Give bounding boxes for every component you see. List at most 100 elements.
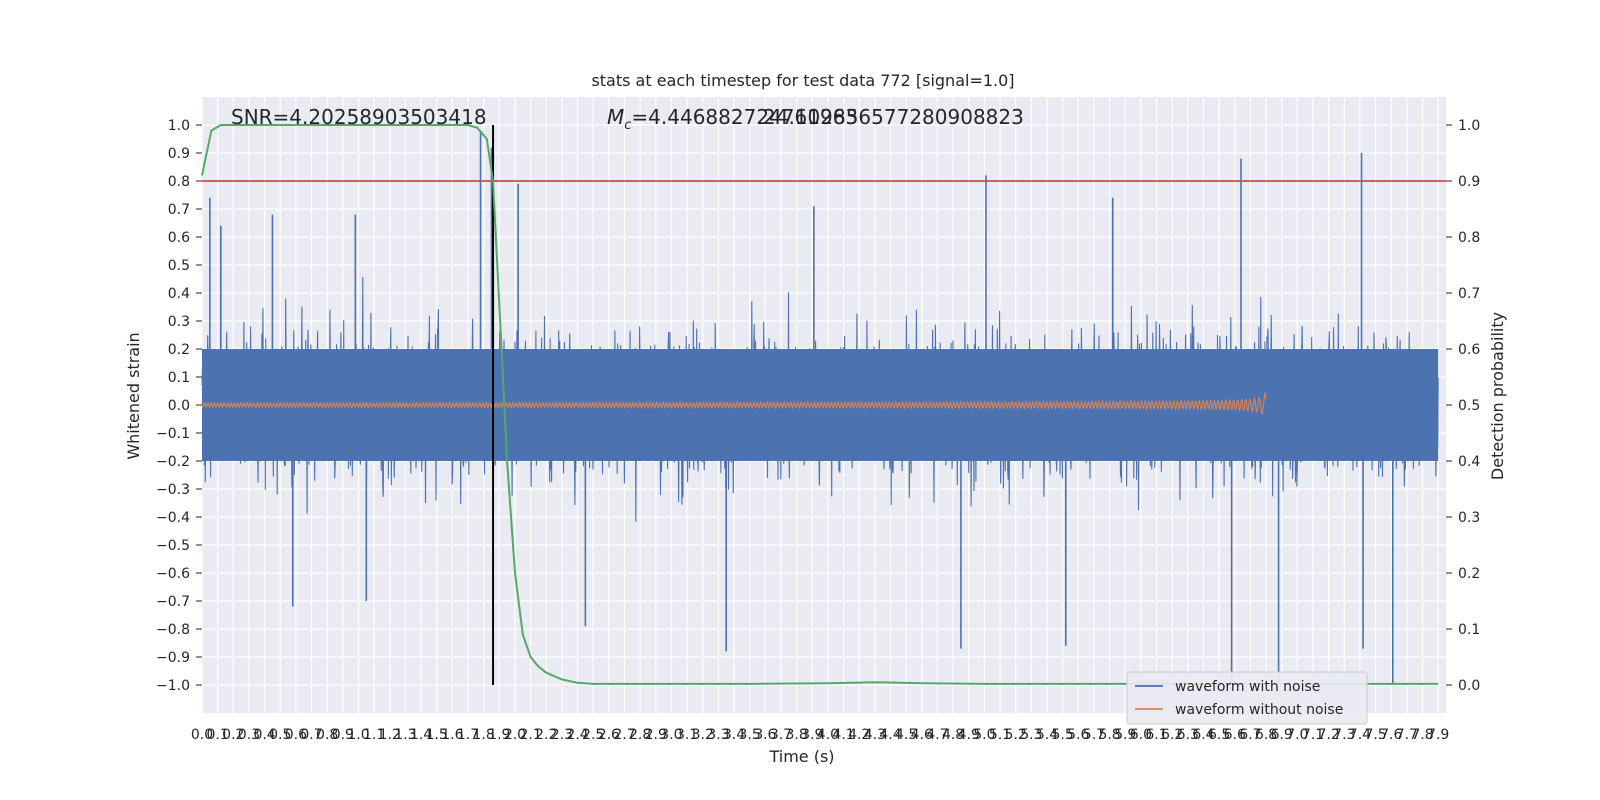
x-axis-title: Time (s) (768, 747, 834, 766)
x-tick-label: 3.9 (801, 727, 823, 743)
x-tick-label: 2.3 (551, 727, 573, 743)
x-tick-label: 7.2 (1318, 727, 1340, 743)
legend-label-clean: waveform without noise (1175, 702, 1343, 718)
x-tick-label: 6.4 (1192, 727, 1214, 743)
x-tick-label: 3.0 (660, 727, 682, 743)
clean-waveform-line (201, 392, 1267, 415)
x-tick-label: 0.9 (332, 727, 354, 743)
x-tick-label: 4.4 (879, 727, 901, 743)
x-tick-label: 1.6 (441, 727, 463, 743)
tick-labels: 0.00.10.20.30.40.50.60.70.80.91.01.11.21… (156, 118, 1480, 743)
chirp-mass-symbol: M (607, 105, 624, 129)
x-tick-label: 1.8 (473, 727, 495, 743)
x-tick-label: 3.8 (785, 727, 807, 743)
y2-tick-label: 0.8 (1458, 230, 1480, 246)
x-tick-label: 5.7 (1083, 727, 1105, 743)
x-tick-label: 2.6 (598, 727, 620, 743)
x-tick-label: 5.1 (989, 727, 1011, 743)
x-tick-label: 4.3 (864, 727, 886, 743)
y2-tick-label: 0.0 (1458, 678, 1480, 694)
x-tick-label: 6.3 (1177, 727, 1199, 743)
x-tick-label: 3.1 (676, 727, 698, 743)
x-tick-label: 4.9 (958, 727, 980, 743)
x-tick-label: 2.5 (582, 727, 604, 743)
chirp-mass-annotation: Mc=4.446882724761963 (607, 105, 858, 133)
legend-frame (1126, 671, 1368, 725)
x-tick-label: 2.7 (613, 727, 635, 743)
x-tick-label: 3.6 (754, 727, 776, 743)
y-tick-label: −0.6 (156, 566, 190, 582)
y-tick-label: 0.5 (168, 258, 190, 274)
x-tick-label: 4.5 (895, 727, 917, 743)
y-tick-label: 0.4 (168, 286, 190, 302)
x-tick-label: 1.7 (457, 727, 479, 743)
y-tick-label: 0.2 (168, 342, 190, 358)
x-tick-label: 2.8 (629, 727, 651, 743)
y-tick-label: −0.8 (156, 622, 190, 638)
x-tick-label: 4.2 (848, 727, 870, 743)
x-tick-label: 7.5 (1364, 727, 1386, 743)
y2-tick-label: 0.6 (1458, 342, 1480, 358)
x-tick-label: 6.6 (1224, 727, 1246, 743)
x-tick-label: 6.9 (1271, 727, 1293, 743)
overlay-lines (202, 125, 1446, 685)
y-axis-title: Whitened strain (124, 332, 143, 459)
chart-title: stats at each timestep for test data 772… (591, 71, 1014, 90)
legend-label-noise: waveform with noise (1175, 679, 1320, 695)
x-tick-label: 7.9 (1427, 727, 1449, 743)
x-tick-label: 1.3 (394, 727, 416, 743)
x-tick-label: 5.9 (1114, 727, 1136, 743)
x-tick-label: 0.7 (300, 727, 322, 743)
legend: waveform with noise waveform without noi… (1126, 671, 1368, 725)
x-tick-label: 4.8 (942, 727, 964, 743)
chirp-mass-value: =4.446882724761963 (631, 105, 858, 129)
y-tick-label: −0.7 (156, 594, 190, 610)
x-tick-label: 4.1 (832, 727, 854, 743)
x-tick-label: 0.8 (316, 727, 338, 743)
x-tick-label: 2.9 (645, 727, 667, 743)
x-tick-label: 3.2 (692, 727, 714, 743)
x-tick-label: 1.1 (363, 727, 385, 743)
y-tick-label: −0.5 (156, 538, 190, 554)
y2-tick-label: 0.5 (1458, 398, 1480, 414)
x-tick-label: 4.6 (911, 727, 933, 743)
x-tick-label: 7.6 (1380, 727, 1402, 743)
y-tick-label: −1.0 (156, 678, 190, 694)
y2-tick-label: 0.2 (1458, 566, 1480, 582)
x-tick-label: 0.6 (285, 727, 307, 743)
x-tick-label: 1.0 (347, 727, 369, 743)
y2-tick-label: 0.7 (1458, 286, 1480, 302)
x-tick-label: 7.3 (1333, 727, 1355, 743)
x-tick-label: 0.3 (238, 727, 260, 743)
x-tick-label: 5.0 (973, 727, 995, 743)
x-tick-label: 5.8 (1098, 727, 1120, 743)
x-tick-label: 2.2 (535, 727, 557, 743)
y-tick-label: 0.1 (168, 370, 190, 386)
y-tick-label: 0.9 (168, 146, 190, 162)
x-tick-label: 5.2 (1005, 727, 1027, 743)
x-tick-label: 0.5 (269, 727, 291, 743)
x-tick-label: 3.5 (739, 727, 761, 743)
y-tick-label: 1.0 (168, 118, 190, 134)
y2-tick-label: 0.4 (1458, 454, 1480, 470)
x-tick-label: 1.5 (426, 727, 448, 743)
y-tick-label: 0.3 (168, 314, 190, 330)
x-tick-label: 3.4 (723, 727, 745, 743)
chirp-mass-subscript: c (624, 118, 631, 133)
snr-annotation: SNR=4.20258903503418 (231, 105, 487, 129)
x-tick-label: 7.4 (1349, 727, 1371, 743)
x-tick-label: 5.6 (1067, 727, 1089, 743)
y-tick-label: −0.9 (156, 650, 190, 666)
y-tick-label: 0.6 (168, 230, 190, 246)
y-tick-label: −0.2 (156, 454, 190, 470)
y-tick-label: 0.0 (168, 398, 190, 414)
x-tick-label: 6.0 (1130, 727, 1152, 743)
y-tick-label: −0.1 (156, 426, 190, 442)
x-tick-label: 6.8 (1255, 727, 1277, 743)
overlap-annotation: 24.102856577280908823 (763, 105, 1024, 129)
x-tick-label: 5.4 (1036, 727, 1058, 743)
x-tick-label: 0.4 (253, 727, 275, 743)
x-tick-label: 6.5 (1208, 727, 1230, 743)
detection-probability-series (201, 124, 1439, 685)
